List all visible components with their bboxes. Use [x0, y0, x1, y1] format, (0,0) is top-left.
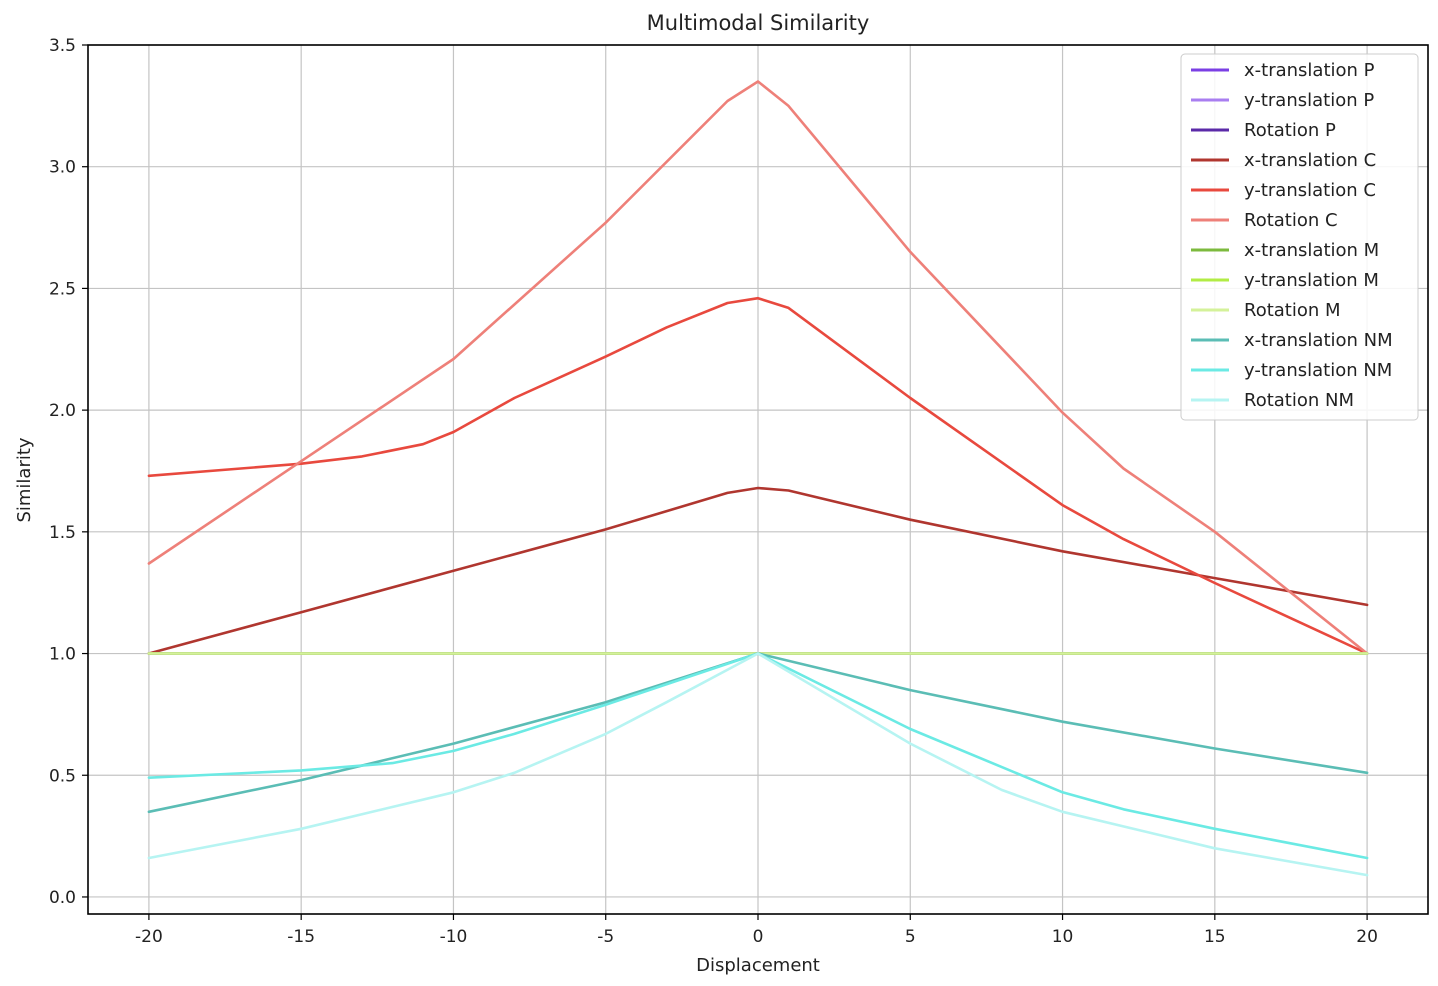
- series-lines: [147, 80, 1369, 877]
- legend: x-translation P y-translation P Rotation P…: [1180, 53, 1419, 421]
- series-line-x-translation-c: [147, 486, 1369, 655]
- legend-entry-rotation-c: Rotation C: [1191, 210, 1338, 231]
- legend-entry-x-translation-m: x-translation M: [1191, 240, 1379, 261]
- x-tick-label: 0: [753, 927, 764, 947]
- legend-entry-x-translation-c: x-translation C: [1191, 150, 1376, 171]
- y-axis-ticks: 0.0 0.5 1.0 1.5 2.0 2.5 3.0 3.5: [49, 36, 88, 908]
- x-tick-label: 10: [1052, 927, 1074, 947]
- x-axis-label: Displacement: [696, 955, 820, 976]
- legend-label: Rotation M: [1244, 300, 1341, 321]
- legend-entry-y-translation-p: y-translation P: [1191, 90, 1374, 111]
- x-tick-label: 20: [1356, 927, 1378, 947]
- y-tick-label: 2.0: [49, 401, 76, 421]
- legend-label: Rotation NM: [1244, 390, 1354, 411]
- series-line-y-translation-c: [147, 296, 1369, 655]
- legend-label: y-translation M: [1244, 270, 1379, 291]
- legend-label: x-translation NM: [1244, 330, 1393, 351]
- series-line-rotation-c: [147, 80, 1369, 655]
- legend-entry-rotation-m: Rotation M: [1191, 300, 1341, 321]
- legend-label: x-translation P: [1244, 60, 1375, 81]
- legend-label: y-translation P: [1244, 90, 1374, 111]
- series-line-rotation-nm: [147, 652, 1369, 877]
- x-tick-label: -15: [287, 927, 315, 947]
- legend-entry-y-translation-nm: y-translation NM: [1191, 360, 1392, 381]
- legend-entry-x-translation-nm: x-translation NM: [1191, 330, 1393, 351]
- legend-label: y-translation C: [1244, 180, 1376, 201]
- y-tick-label: 3.0: [49, 158, 76, 178]
- legend-entry-y-translation-c: y-translation C: [1191, 180, 1376, 201]
- legend-items: x-translation P y-translation P Rotation P…: [1191, 60, 1393, 411]
- y-tick-label: 0.5: [49, 766, 76, 786]
- legend-label: Rotation C: [1244, 210, 1338, 231]
- x-tick-label: 5: [905, 927, 916, 947]
- legend-label: x-translation M: [1244, 240, 1379, 261]
- series-line-y-translation-nm: [147, 652, 1369, 860]
- y-tick-label: 1.0: [49, 645, 76, 665]
- legend-entry-rotation-nm: Rotation NM: [1191, 390, 1354, 411]
- legend-entry-rotation-p: Rotation P: [1191, 120, 1336, 141]
- legend-box: [1180, 53, 1419, 421]
- x-tick-label: 15: [1204, 927, 1226, 947]
- y-tick-label: 2.5: [49, 279, 76, 299]
- x-tick-label: -5: [597, 927, 614, 947]
- legend-label: Rotation P: [1244, 120, 1336, 141]
- legend-entry-x-translation-p: x-translation P: [1191, 60, 1375, 81]
- x-tick-label: -10: [440, 927, 468, 947]
- legend-label: x-translation C: [1244, 150, 1376, 171]
- y-axis-label: Similarity: [14, 437, 35, 522]
- y-tick-label: 1.5: [49, 523, 76, 543]
- y-tick-label: 0.0: [49, 888, 76, 908]
- y-tick-label: 3.5: [49, 36, 76, 56]
- legend-label: y-translation NM: [1244, 360, 1392, 381]
- legend-entry-y-translation-m: y-translation M: [1191, 270, 1379, 291]
- chart-title: Multimodal Similarity: [647, 11, 870, 35]
- x-axis-ticks: -20 -15 -10 -5 0 5 10 15 20: [135, 914, 1378, 947]
- x-tick-label: -20: [135, 927, 163, 947]
